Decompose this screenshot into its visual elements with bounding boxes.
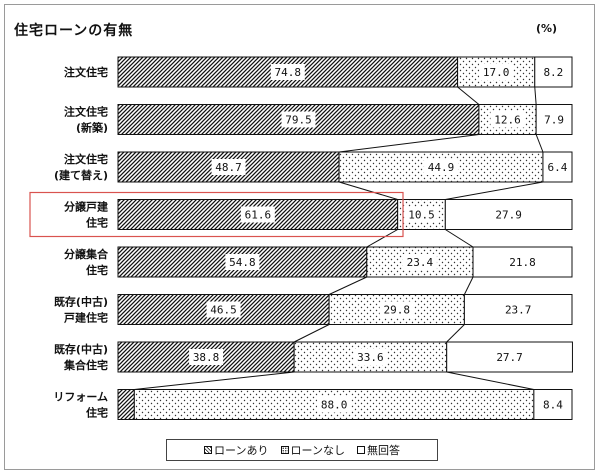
category-label: 注文住宅 <box>64 152 108 166</box>
category-label: 住宅 <box>86 216 108 230</box>
data-label-bg <box>491 206 526 223</box>
unit-label: (%) <box>536 22 558 35</box>
data-label: 6.4 <box>548 161 568 174</box>
data-label: 17.0 <box>483 66 510 79</box>
data-label: 7.9 <box>544 114 564 127</box>
legend: ローンあり ローンなし 無回答 <box>166 439 438 461</box>
data-label-bg <box>281 111 316 128</box>
data-label: 54.8 <box>229 256 256 269</box>
connector-line <box>457 86 480 105</box>
data-label-bg <box>501 301 536 318</box>
data-label: 79.5 <box>285 114 312 127</box>
highlight-box <box>29 191 404 238</box>
data-label: 21.8 <box>509 256 536 269</box>
category-label: 住宅 <box>86 263 108 277</box>
data-label: 12.6 <box>494 114 521 127</box>
connector-line <box>134 371 295 390</box>
category-label: 既存(中古) <box>54 295 108 309</box>
data-label-bg <box>211 159 246 175</box>
data-label: 61.6 <box>245 209 272 222</box>
data-label: 8.4 <box>543 399 563 412</box>
connector-line <box>445 181 544 200</box>
category-label: (新築) <box>76 121 108 135</box>
data-label-bg <box>379 301 414 318</box>
legend-label: ローンあり <box>214 444 269 457</box>
legend-swatch-hatch <box>204 446 213 454</box>
data-label: 27.9 <box>495 209 522 222</box>
data-label-bg <box>543 159 571 175</box>
data-label: 46.5 <box>210 304 237 317</box>
data-label: 48.7 <box>215 161 242 174</box>
data-label-bg <box>539 64 567 80</box>
connector-line <box>293 324 330 343</box>
data-label-bg <box>492 349 527 365</box>
category-label: 注文住宅 <box>64 105 108 119</box>
legend-item-loan-no: ローンなし <box>280 442 345 458</box>
data-label: 23.4 <box>407 256 434 269</box>
category-label: (建て替え) <box>54 168 108 182</box>
connector-line <box>534 86 537 105</box>
bar-segment <box>463 294 573 325</box>
data-label: 29.8 <box>384 304 411 317</box>
data-label-bg <box>206 301 241 318</box>
legend-label: ローンなし <box>290 444 345 457</box>
legend-item-no-answer: 無回答 <box>356 442 400 458</box>
category-label: 既存(中古) <box>54 342 108 356</box>
data-label-bg <box>505 254 540 270</box>
connector-line <box>446 324 465 343</box>
category-label: 集合住宅 <box>63 358 108 372</box>
connector-line <box>446 371 534 390</box>
category-label: リフォーム <box>53 391 108 404</box>
data-label: 8.2 <box>543 66 563 79</box>
legend-label: 無回答 <box>366 444 400 457</box>
data-label-bg <box>424 159 459 175</box>
data-label-bg <box>353 349 388 365</box>
data-label: 33.6 <box>357 351 384 364</box>
data-label: 23.7 <box>505 304 532 317</box>
data-label-bg <box>189 349 224 365</box>
connector-line <box>328 276 368 295</box>
connector-line <box>338 181 398 200</box>
legend-swatch-blank <box>356 446 365 454</box>
legend-item-loan-yes: ローンあり <box>204 442 269 458</box>
data-label-bg <box>479 64 514 80</box>
connector-line <box>445 229 474 248</box>
connector-line <box>535 134 544 153</box>
data-label-bg <box>540 111 568 128</box>
data-label: 10.5 <box>408 209 435 222</box>
category-label: 分譲戸建 <box>64 200 109 214</box>
data-label: 74.8 <box>275 66 302 79</box>
data-label-bg <box>402 254 437 270</box>
data-label: 27.7 <box>496 351 523 364</box>
data-label-bg <box>225 254 260 270</box>
category-label: 注文住宅 <box>64 65 108 79</box>
data-label-bg <box>240 206 275 223</box>
bar-segment <box>117 389 135 420</box>
data-label-bg <box>270 64 305 80</box>
connector-line <box>366 229 398 248</box>
legend-swatch-dots <box>280 446 289 454</box>
data-label: 44.9 <box>428 161 455 174</box>
data-label: 88.0 <box>321 399 348 412</box>
data-label-bg <box>404 206 439 223</box>
data-label: 38.8 <box>193 351 220 364</box>
category-label: 戸建住宅 <box>64 311 108 325</box>
connector-line <box>463 276 474 295</box>
category-label: 分譲集合 <box>64 247 109 261</box>
data-label-bg <box>317 396 352 413</box>
data-label-bg <box>490 111 525 128</box>
chart-title: 住宅ローンの有無 <box>14 23 134 39</box>
bar-segment <box>133 389 535 420</box>
data-label-bg <box>539 396 567 413</box>
category-label: 住宅 <box>86 406 108 420</box>
connector-line <box>339 134 479 153</box>
